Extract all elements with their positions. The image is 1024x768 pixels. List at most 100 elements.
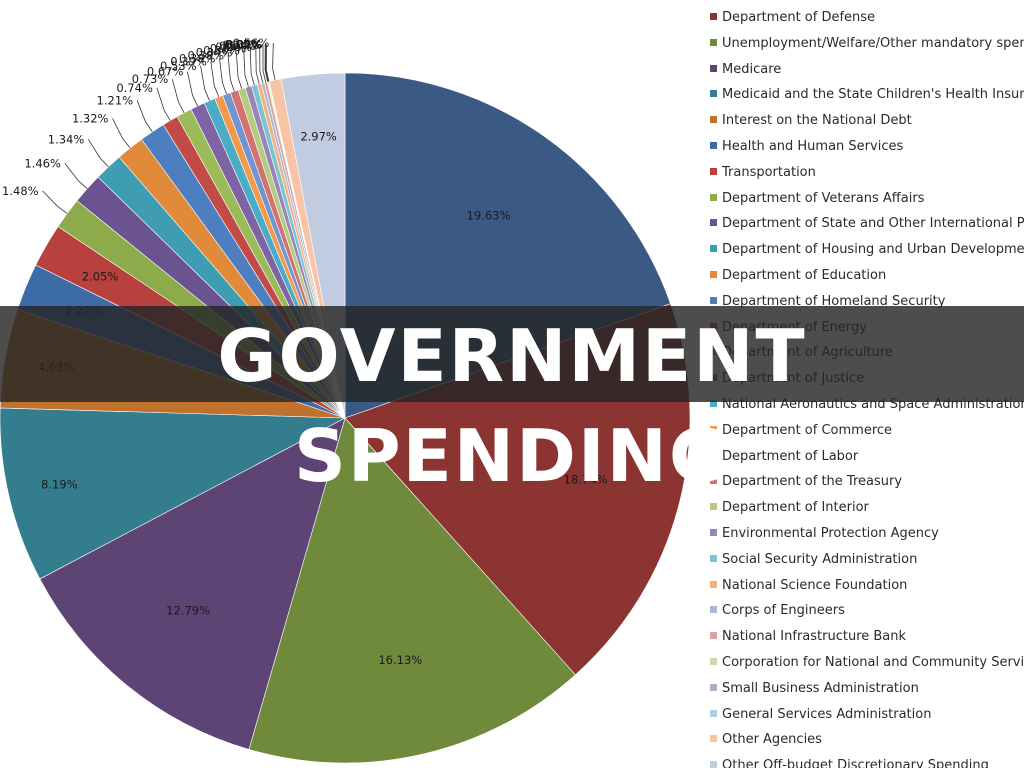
legend-label: Social Security Administration [722,551,918,567]
legend-item: Department of Education [710,266,886,286]
legend-swatch [710,709,717,717]
data-label: 0.38% [188,48,225,62]
leader-line [156,87,171,121]
legend-label: Corporation for National and Community S… [722,655,1024,670]
leader-line [112,118,131,149]
legend-swatch [710,245,717,253]
legend-label: National Infrastructure Bank [722,629,907,645]
legend-label: Department of Veterans Affairs [722,190,925,206]
data-label: 18.74% [564,473,608,487]
legend-label: Department of Homeland Security [722,293,946,309]
legend-item: Environmental Protection Agency [710,524,939,544]
legend-item: Interest on the National Debt [710,111,912,131]
data-label: 0.14% [219,39,256,53]
banner-title: GOVERNMENT SPENDING [217,314,807,498]
pie-slice [0,407,347,580]
leader-line [262,45,267,83]
legend-label: Medicare [722,61,782,77]
leader-line [171,79,185,113]
legend-item: Department of the Treasury [710,472,902,492]
leader-line [265,44,270,82]
legend-item: Department of Housing and Urban Developm… [710,240,1024,260]
legend-label: Other Agencies [722,732,822,748]
legend-swatch [710,761,717,768]
data-label: 1.21% [97,93,134,107]
data-label: 0.67% [147,65,184,79]
legend-swatch [710,658,717,665]
legend-label: Transportation [722,164,816,180]
data-label: 1.48% [2,184,39,198]
leader-line [264,44,269,82]
legend-item: Department of State and Other Internatio… [710,214,1024,234]
leader-line [259,45,264,83]
legend-swatch [710,580,717,588]
legend-label: Department of the Treasury [722,474,903,490]
legend-swatch [710,167,717,175]
legend-item: Department of Interior [710,498,869,518]
legend-label: General Services Administration [722,706,932,722]
legend-item: Corporation for National and Community S… [710,653,1024,673]
data-label: 8.19% [41,477,78,491]
legend-label: Medicaid and the State Children's Health… [722,87,1024,103]
legend-item: Department of Defense [710,8,875,28]
data-label: 0.73% [132,72,169,86]
legend-label: National Science Foundation [722,577,908,593]
data-label: 19.63% [467,208,511,222]
data-label: 1.34% [48,132,85,146]
legend-label: Department of Interior [722,500,869,516]
legend-item: Corps of Engineers [710,601,845,621]
legend-swatch [710,735,717,743]
legend-swatch [710,683,717,691]
data-label: 2.05% [82,270,119,284]
leader-line [64,163,88,189]
legend-item: Other Off-budget Discretionary Spending [710,756,989,768]
leader-line [200,65,210,101]
legend-swatch [710,116,717,124]
leader-line [235,52,243,89]
legend-item: Department of Homeland Security [710,292,945,312]
pie-slice [39,417,346,750]
leader-line [42,190,68,214]
legend-item: National Infrastructure Bank [710,627,906,647]
data-label: 0.02% [226,38,263,52]
data-label: 0.27% [210,42,247,56]
legend-label: Unemployment/Welfare/Other mandatory spe… [722,35,1024,51]
legend-swatch [710,606,717,614]
title-banner [0,306,1024,402]
legend-item: Unemployment/Welfare/Other mandatory spe… [710,34,1024,54]
legend-swatch [710,425,717,433]
data-label: 0.05% [225,38,262,52]
legend-item: Transportation [710,163,816,183]
data-label: 0.38% [179,51,216,65]
legend-swatch [710,554,717,562]
leader-line [255,46,260,84]
legend-label: Department of Education [722,268,887,283]
legend-item: Department of Veterans Affairs [710,189,924,209]
data-label: 1.32% [72,111,109,125]
legend-swatch [710,477,717,485]
data-label: 1.46% [24,156,61,170]
leader-line [227,55,235,92]
leader-line [187,71,198,107]
legend-swatch [710,193,717,201]
legend-item: Other Agencies [710,730,822,750]
leader-line [243,50,249,87]
legend-item: Social Security Administration [710,550,917,570]
legend-swatch [710,296,717,304]
legend-label: Department of State and Other Internatio… [722,216,1024,232]
legend-item: General Services Administration [710,705,931,725]
legend-label: Environmental Protection Agency [722,526,939,541]
legend-item: Small Business Administration [710,679,919,699]
leader-line [272,42,276,81]
leader-line [87,139,109,168]
data-label: 0.34% [196,46,233,60]
legend-swatch [710,90,717,98]
data-label: 0.39% [170,55,207,69]
legend-swatch [710,503,717,511]
legend-label: Other Off-budget Discretionary Spending [722,758,989,768]
data-label: 12.79% [166,604,210,618]
legend-swatch [710,400,717,407]
legend-item: Department of Labor [710,447,858,467]
data-label: 0.56% [233,36,270,50]
